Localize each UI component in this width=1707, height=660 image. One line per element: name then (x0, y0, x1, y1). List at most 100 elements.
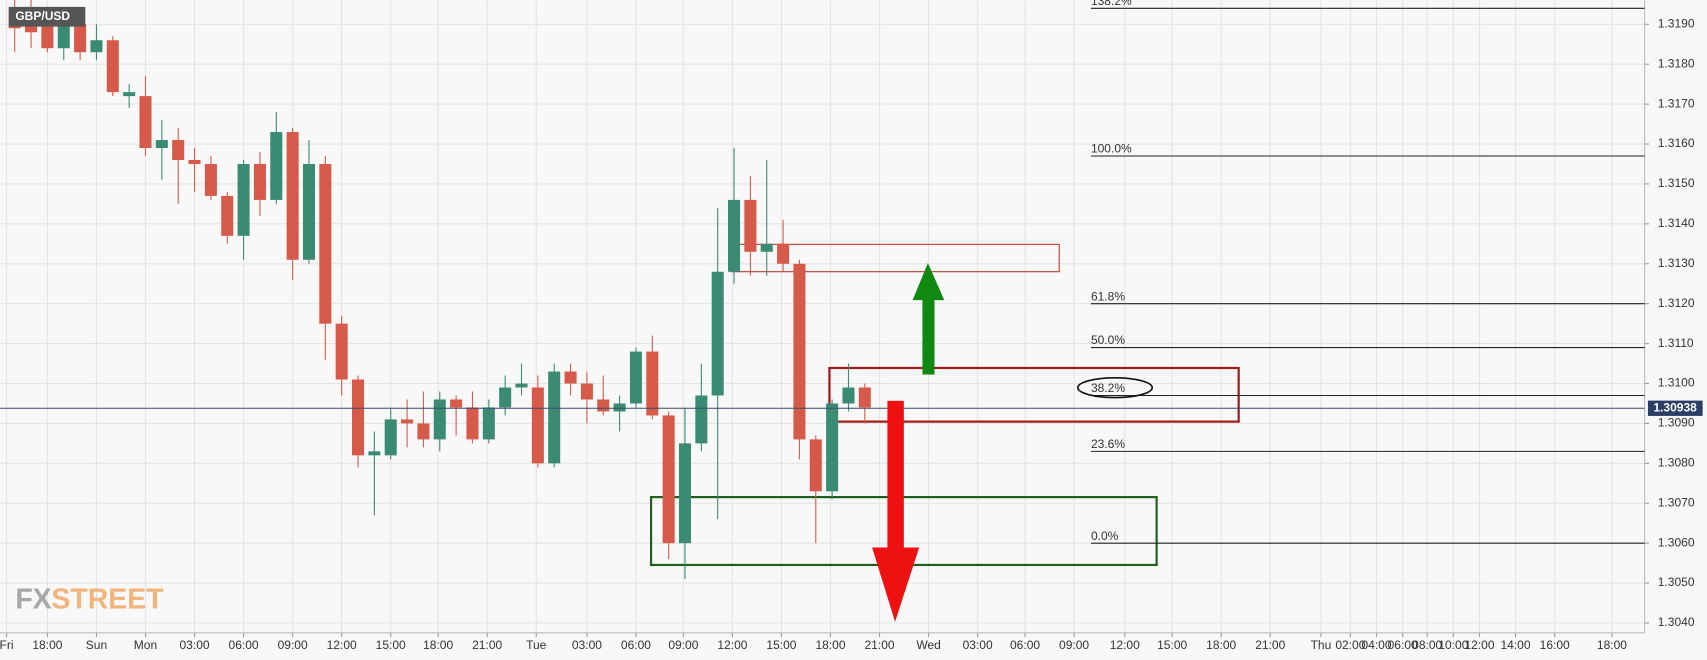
candle-body (74, 24, 87, 53)
candle-body (41, 24, 54, 49)
x-tick-label: 06:00 (621, 638, 651, 652)
x-tick-label: 21:00 (1255, 638, 1285, 652)
x-tick-label: 12:00 (1464, 638, 1494, 652)
x-tick-label: Thu (1311, 638, 1332, 652)
candle-body (760, 243, 773, 252)
x-tick-label: 12:00 (1110, 638, 1140, 652)
candle-body (629, 351, 642, 404)
x-tick-label: 18:00 (423, 638, 453, 652)
y-tick-label: 1.3130 (1658, 256, 1695, 270)
candle-body (123, 92, 136, 97)
y-tick-label: 1.3090 (1658, 416, 1695, 430)
red-zone (828, 366, 1240, 423)
y-tick-label: 1.3070 (1658, 495, 1695, 509)
x-tick-label: 06:00 (1388, 638, 1418, 652)
x-tick-label: 08:00 (1412, 638, 1442, 652)
candle-body (253, 163, 266, 200)
x-tick-label: 18:00 (1597, 638, 1627, 652)
candle-body (204, 163, 217, 196)
candle-body (352, 379, 365, 456)
x-tick-label: 06:00 (1010, 638, 1040, 652)
candle-body (172, 140, 185, 160)
x-tick-label: 09:00 (1059, 638, 1089, 652)
candle-body (548, 371, 561, 464)
x-tick-label: 18:00 (32, 638, 62, 652)
symbol-box (8, 6, 86, 27)
candle-body (417, 423, 430, 440)
x-tick-label: 02:00 (1335, 638, 1365, 652)
candle-body (531, 387, 544, 464)
fib-label: 100.0% (1091, 142, 1132, 156)
candle-body (695, 395, 708, 444)
candle-body (286, 132, 299, 260)
candle-body (515, 383, 528, 388)
candle-body (646, 351, 659, 416)
candle-body (662, 415, 675, 544)
candle-body (711, 271, 724, 396)
candle-body (155, 140, 168, 149)
x-tick-label: 21:00 (472, 638, 502, 652)
x-tick-label: 06:00 (229, 638, 259, 652)
y-tick-label: 1.3180 (1658, 56, 1695, 70)
candle-body (188, 159, 201, 164)
fib-label: 50.0% (1091, 333, 1125, 347)
y-tick-label: 1.3110 (1658, 336, 1694, 350)
candle-body (335, 323, 348, 380)
candle-body (793, 263, 806, 440)
arrow-down-shaft (887, 400, 904, 550)
highlight-ellipse (1076, 377, 1154, 399)
y-tick-label: 1.3160 (1658, 136, 1695, 150)
current-price-box (1647, 400, 1703, 416)
symbol-label: GBP/USD (15, 9, 70, 23)
candle-body (482, 407, 495, 440)
x-tick-label: 21:00 (864, 638, 894, 652)
y-tick-label: 1.3190 (1658, 16, 1695, 30)
x-tick-label: Wed (916, 638, 941, 652)
x-tick-label: 03:00 (572, 638, 602, 652)
candle-body (302, 163, 315, 260)
x-tick-label: 03:00 (963, 638, 993, 652)
candle-body (580, 383, 593, 400)
arrow-down-head (872, 547, 920, 622)
y-tick-label: 1.3040 (1658, 615, 1695, 629)
candle-body (433, 399, 446, 440)
logo-street: STREET (51, 584, 164, 616)
x-tick-label: Tue (526, 638, 547, 652)
x-tick-label: 15:00 (766, 638, 796, 652)
candle-body (221, 195, 234, 236)
candle-body (809, 439, 822, 492)
candle-body (319, 163, 332, 324)
x-tick-label: 04:00 (1361, 638, 1391, 652)
candle-body (90, 40, 103, 53)
x-tick-label: 16:00 (1540, 638, 1570, 652)
fib-label: 23.6% (1091, 437, 1125, 451)
x-tick-label: 12:00 (717, 638, 747, 652)
y-tick-label: 1.3080 (1658, 456, 1695, 470)
candle-body (613, 403, 626, 412)
candle-body (270, 132, 283, 200)
candle-body (450, 399, 463, 408)
arrow-up-shaft (922, 297, 935, 375)
x-tick-label: 03:00 (180, 638, 210, 652)
y-tick-label: 1.3150 (1658, 176, 1695, 190)
fib-label: 0.0% (1091, 529, 1119, 543)
x-tick-label: 15:00 (1157, 638, 1187, 652)
current-price-label: 1.30938 (1653, 400, 1697, 414)
fib-label: 38.2% (1091, 381, 1125, 395)
candle-body (106, 40, 119, 93)
candle-body (499, 387, 512, 408)
candle-body (139, 96, 152, 149)
arrow-up-head (912, 262, 945, 301)
candle-body (401, 419, 414, 424)
x-tick-label: 10:00 (1438, 638, 1468, 652)
x-tick-label: Mon (134, 638, 157, 652)
candle-body (384, 419, 397, 456)
x-tick-label: 14:00 (1500, 638, 1530, 652)
candle-body (368, 451, 381, 456)
candle-body (678, 443, 692, 544)
y-tick-label: 1.3100 (1658, 376, 1695, 390)
candle-body (777, 243, 790, 264)
x-tick-label: Fri (0, 638, 14, 652)
